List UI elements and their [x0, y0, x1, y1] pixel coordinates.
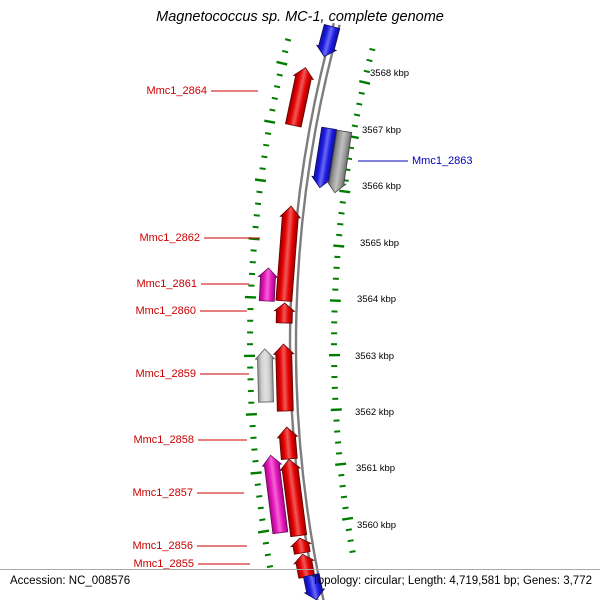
ruler-minor-tick [345, 528, 352, 532]
ruler-minor-tick [369, 47, 376, 52]
ruler-minor-tick [340, 495, 348, 499]
ruler-minor-tick [338, 211, 345, 215]
ruler-major-tick [359, 80, 371, 85]
ruler-minor-tick [264, 553, 271, 557]
gene-label-Mmc1_2863[interactable]: Mmc1_2863 [412, 155, 473, 167]
ruler-minor-tick [263, 143, 270, 147]
feature-Mmc1_2864[interactable] [284, 66, 316, 128]
ruler-minor-tick [271, 96, 278, 100]
ruler-minor-tick [254, 202, 262, 206]
feature-Mmc1_2856[interactable] [289, 536, 313, 555]
ruler-minor-tick [366, 58, 373, 63]
feature-Mmc1_2859[interactable] [254, 348, 276, 403]
feature-Mmc1_2861[interactable] [257, 267, 279, 302]
feature-arrow[interactable] [279, 458, 309, 538]
feature-Mmc1_2862[interactable] [274, 205, 302, 302]
footer-accession: Accession: NC_008576 [10, 575, 131, 587]
gene-label-Mmc1_2862[interactable]: Mmc1_2862 [139, 232, 200, 244]
ruler-minor-tick [356, 102, 363, 106]
ruler-major-tick [276, 60, 288, 66]
ruler-label: 3561 kbp [356, 463, 395, 474]
ruler-minor-tick [266, 565, 274, 569]
gene-label-Mmc1_2856[interactable]: Mmc1_2856 [132, 540, 193, 552]
ruler-major-tick [333, 244, 345, 248]
gene-label-Mmc1_2860[interactable]: Mmc1_2860 [135, 305, 196, 317]
ruler-minor-tick [252, 225, 259, 229]
gene-label-Mmc1_2861[interactable]: Mmc1_2861 [136, 278, 197, 290]
ruler-major-tick [254, 178, 267, 183]
ruler-label: 3565 kbp [360, 238, 399, 249]
ruler-minor-tick [342, 506, 349, 510]
feature-Mmc1_2858[interactable] [276, 426, 300, 461]
ruler-minor-tick [335, 441, 342, 444]
ruler-minor-tick [259, 167, 266, 170]
ruler-major-tick [335, 462, 347, 466]
gene-label-Mmc1_2858[interactable]: Mmc1_2858 [133, 434, 194, 446]
gene-label-Mmc1_2855[interactable]: Mmc1_2855 [133, 558, 194, 570]
ruler-minor-tick [338, 473, 345, 477]
ruler-minor-tick [347, 539, 354, 543]
gene-label-Mmc1_2857[interactable]: Mmc1_2857 [132, 487, 193, 499]
ruler-minor-tick [336, 452, 343, 455]
ruler-minor-tick [339, 201, 346, 204]
gene-label-Mmc1_2864[interactable]: Mmc1_2864 [146, 85, 207, 97]
feature-arrow[interactable] [325, 129, 353, 194]
ruler-minor-tick [259, 518, 266, 522]
ruler-label: 3560 kbp [357, 520, 396, 531]
ruler-minor-tick [339, 484, 346, 488]
gene-label-Mmc1_2859[interactable]: Mmc1_2859 [135, 368, 196, 380]
ruler-minor-tick [257, 506, 264, 510]
ruler-minor-tick [363, 69, 370, 74]
feature-arrow[interactable] [272, 343, 295, 412]
footer-divider [0, 569, 600, 570]
ruler-minor-tick [250, 249, 257, 252]
ruler-minor-tick [281, 49, 289, 54]
footer-genome-info: Topology: circular; Length: 4,719,581 bp… [311, 575, 592, 587]
ruler-minor-tick [261, 155, 268, 159]
ruler-minor-tick [265, 132, 272, 135]
ruler-minor-tick [334, 430, 341, 433]
feature-arrow[interactable] [315, 23, 342, 59]
feature-Mmc1_2855[interactable] [293, 552, 317, 579]
ruler-minor-tick [336, 233, 343, 237]
ruler-minor-tick [251, 448, 258, 451]
ruler-minor-tick [269, 108, 276, 112]
ruler-minor-tick [349, 550, 356, 554]
ruler-minor-tick [284, 38, 292, 42]
ruler-minor-tick [337, 222, 344, 226]
ruler-label: 3566 kbp [362, 181, 401, 192]
feature-Mmc1_2863[interactable] [310, 126, 338, 189]
feature-Mmc1_2857[interactable] [261, 454, 290, 535]
ruler-minor-tick [256, 190, 263, 194]
ruler-minor-tick [276, 73, 283, 77]
ruler-label: 3567 kbp [362, 125, 401, 136]
ruler-major-tick [257, 529, 270, 534]
ruler-minor-tick [262, 541, 270, 545]
ruler-minor-tick [252, 459, 259, 463]
ruler-minor-tick [353, 113, 361, 117]
ruler-label: 3562 kbp [355, 407, 394, 418]
feature-arrow[interactable] [301, 573, 326, 600]
ruler-label: 3568 kbp [370, 68, 409, 79]
genome-title: Magnetococcus sp. MC-1, complete genome [156, 9, 444, 25]
ruler-label: 3563 kbp [355, 351, 394, 362]
ruler-minor-tick [351, 124, 358, 128]
ruler-major-tick [339, 189, 351, 194]
feature-Mmc1_2860[interactable] [273, 302, 296, 324]
ruler-label: 3564 kbp [357, 294, 396, 305]
ruler-major-tick [264, 119, 276, 124]
backbone-arc [294, 24, 341, 600]
ruler-major-tick [342, 516, 354, 521]
ruler-major-tick [245, 412, 257, 416]
ruler-minor-tick [273, 85, 281, 89]
ruler-major-tick [250, 471, 262, 475]
ruler-minor-tick [254, 483, 261, 486]
ruler-minor-tick [358, 91, 365, 95]
ruler-minor-tick [253, 214, 260, 217]
ruler-minor-tick [256, 495, 263, 498]
ruler-major-tick [330, 408, 342, 412]
